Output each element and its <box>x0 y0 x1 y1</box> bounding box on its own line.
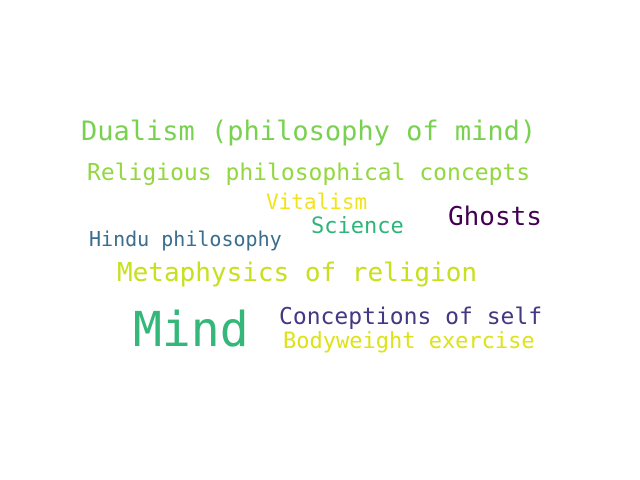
word-hindu-philosophy: Hindu philosophy <box>89 227 282 251</box>
word-science: Science <box>311 214 404 239</box>
word-ghosts: Ghosts <box>448 202 542 232</box>
word-dualism-philosophy-of-mind: Dualism (philosophy of mind) <box>81 116 537 147</box>
word-bodyweight-exercise: Bodyweight exercise <box>283 329 535 354</box>
word-mind: Mind <box>133 302 249 358</box>
word-vitalism: Vitalism <box>266 190 368 214</box>
word-conceptions-of-self: Conceptions of self <box>279 304 543 330</box>
word-religious-philosophical-concepts: Religious philosophical concepts <box>87 160 531 186</box>
word-metaphysics-of-religion: Metaphysics of religion <box>117 258 478 288</box>
